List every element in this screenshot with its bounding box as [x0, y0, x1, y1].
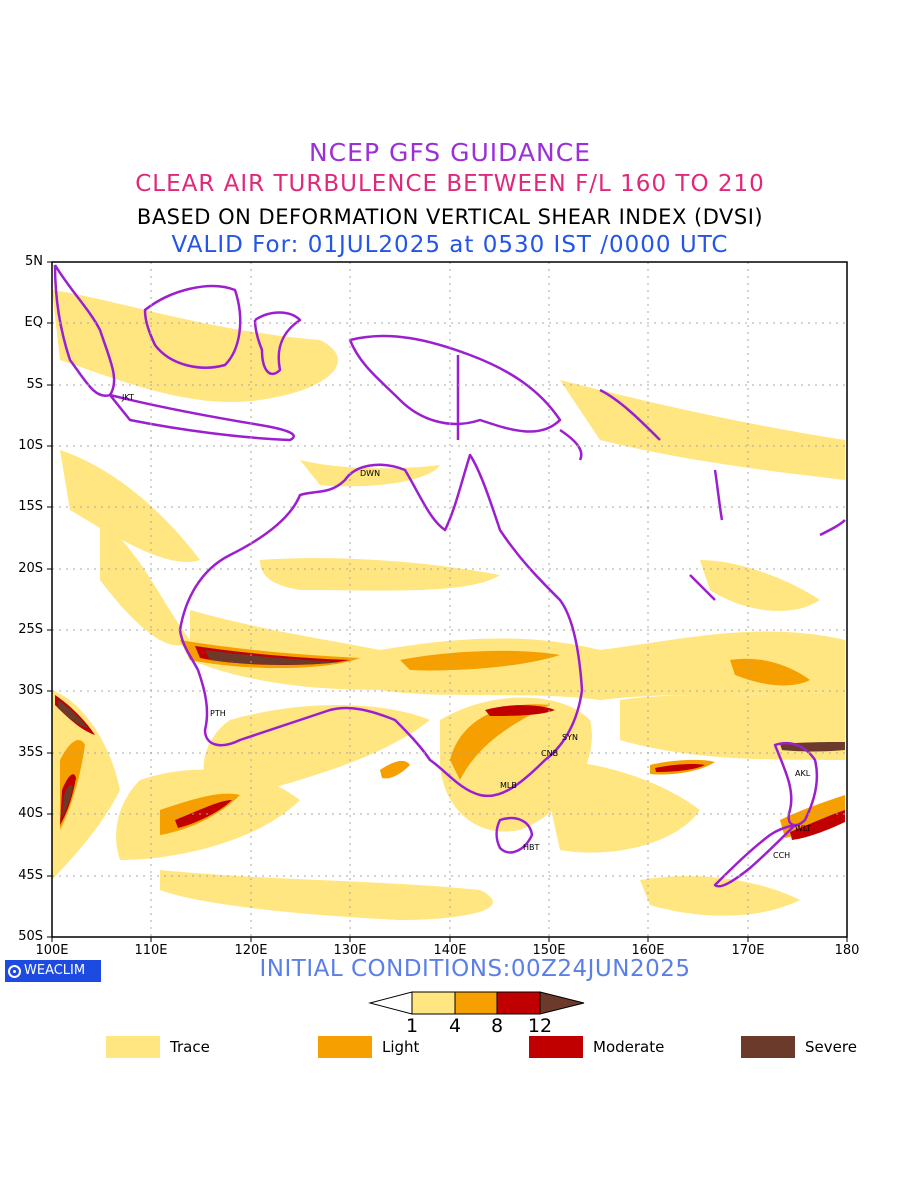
legend-moderate: Moderate — [529, 1036, 664, 1058]
lon-label: 140E — [433, 943, 467, 958]
legend-swatch — [741, 1036, 795, 1058]
lat-label: 50S — [18, 929, 43, 944]
lon-label: 160E — [631, 943, 665, 958]
legend-swatch — [529, 1036, 583, 1058]
lat-label: EQ — [24, 315, 43, 330]
station-hbt: HBT — [523, 843, 540, 852]
weaclim-logo: WEACLIM — [5, 960, 101, 982]
lon-label: 170E — [731, 943, 765, 958]
legend-severe: Severe — [741, 1036, 857, 1058]
lat-label: 5S — [26, 377, 43, 392]
legend-label: Severe — [805, 1038, 857, 1056]
station-cnb: CNB — [541, 749, 558, 758]
colorbar-tick: 4 — [448, 1015, 462, 1037]
lon-label: 150E — [532, 943, 566, 958]
legend-trace: Trace — [106, 1036, 210, 1058]
lat-label: 40S — [18, 806, 43, 821]
lat-label: 25S — [18, 622, 43, 637]
station-akl: AKL — [795, 769, 811, 778]
legend-label: Trace — [170, 1038, 210, 1056]
lon-label: 110E — [134, 943, 168, 958]
colorbar-tick: 8 — [490, 1015, 504, 1037]
station-dwn: DWN — [360, 469, 380, 478]
lat-label: 35S — [18, 745, 43, 760]
title-line-1: NCEP GFS GUIDANCE — [308, 138, 591, 167]
lon-label: 100E — [35, 943, 69, 958]
legend-label: Light — [382, 1038, 420, 1056]
legend-swatch — [106, 1036, 160, 1058]
lat-label: 45S — [18, 868, 43, 883]
copyright-icon — [8, 964, 21, 978]
lat-label: 30S — [18, 683, 43, 698]
station-wlt: WLT — [795, 824, 811, 833]
station-syn: SYN — [562, 733, 578, 742]
legend-label: Moderate — [593, 1038, 665, 1056]
title-line-2: CLEAR AIR TURBULENCE BETWEEN F/L 160 TO … — [135, 171, 765, 197]
initial-conditions: INITIAL CONDITIONS:00Z24JUN2025 — [259, 956, 691, 982]
lon-label: 130E — [333, 943, 367, 958]
lat-label: 15S — [18, 499, 43, 514]
graticule — [52, 262, 847, 937]
trace-areas — [52, 290, 845, 920]
legend-swatch — [318, 1036, 372, 1058]
lon-label: 120E — [234, 943, 268, 958]
lat-label: 5N — [25, 254, 43, 269]
title-valid-time: VALID For: 01JUL2025 at 0530 IST /0000 U… — [171, 232, 729, 258]
title-line-3: BASED ON DEFORMATION VERTICAL SHEAR INDE… — [136, 205, 764, 229]
legend-light: Light — [318, 1036, 419, 1058]
colorbar-tick: 12 — [527, 1015, 553, 1037]
severe-areas — [58, 650, 845, 818]
colorbar-tick: 1 — [405, 1015, 419, 1037]
station-pth: PTH — [210, 709, 226, 718]
station-labels: JKT DWN PTH SYN CNB MLB HBT AKL WLT CCH — [121, 393, 811, 860]
lat-label: 20S — [18, 561, 43, 576]
brand-name: WEACLIM — [24, 963, 86, 978]
lon-label: 180 — [834, 943, 860, 958]
station-jkt: JKT — [121, 393, 134, 402]
coastlines — [53, 264, 846, 888]
station-cch: CCH — [773, 851, 790, 860]
lat-label: 10S — [18, 438, 43, 453]
station-mlb: MLB — [500, 781, 517, 790]
